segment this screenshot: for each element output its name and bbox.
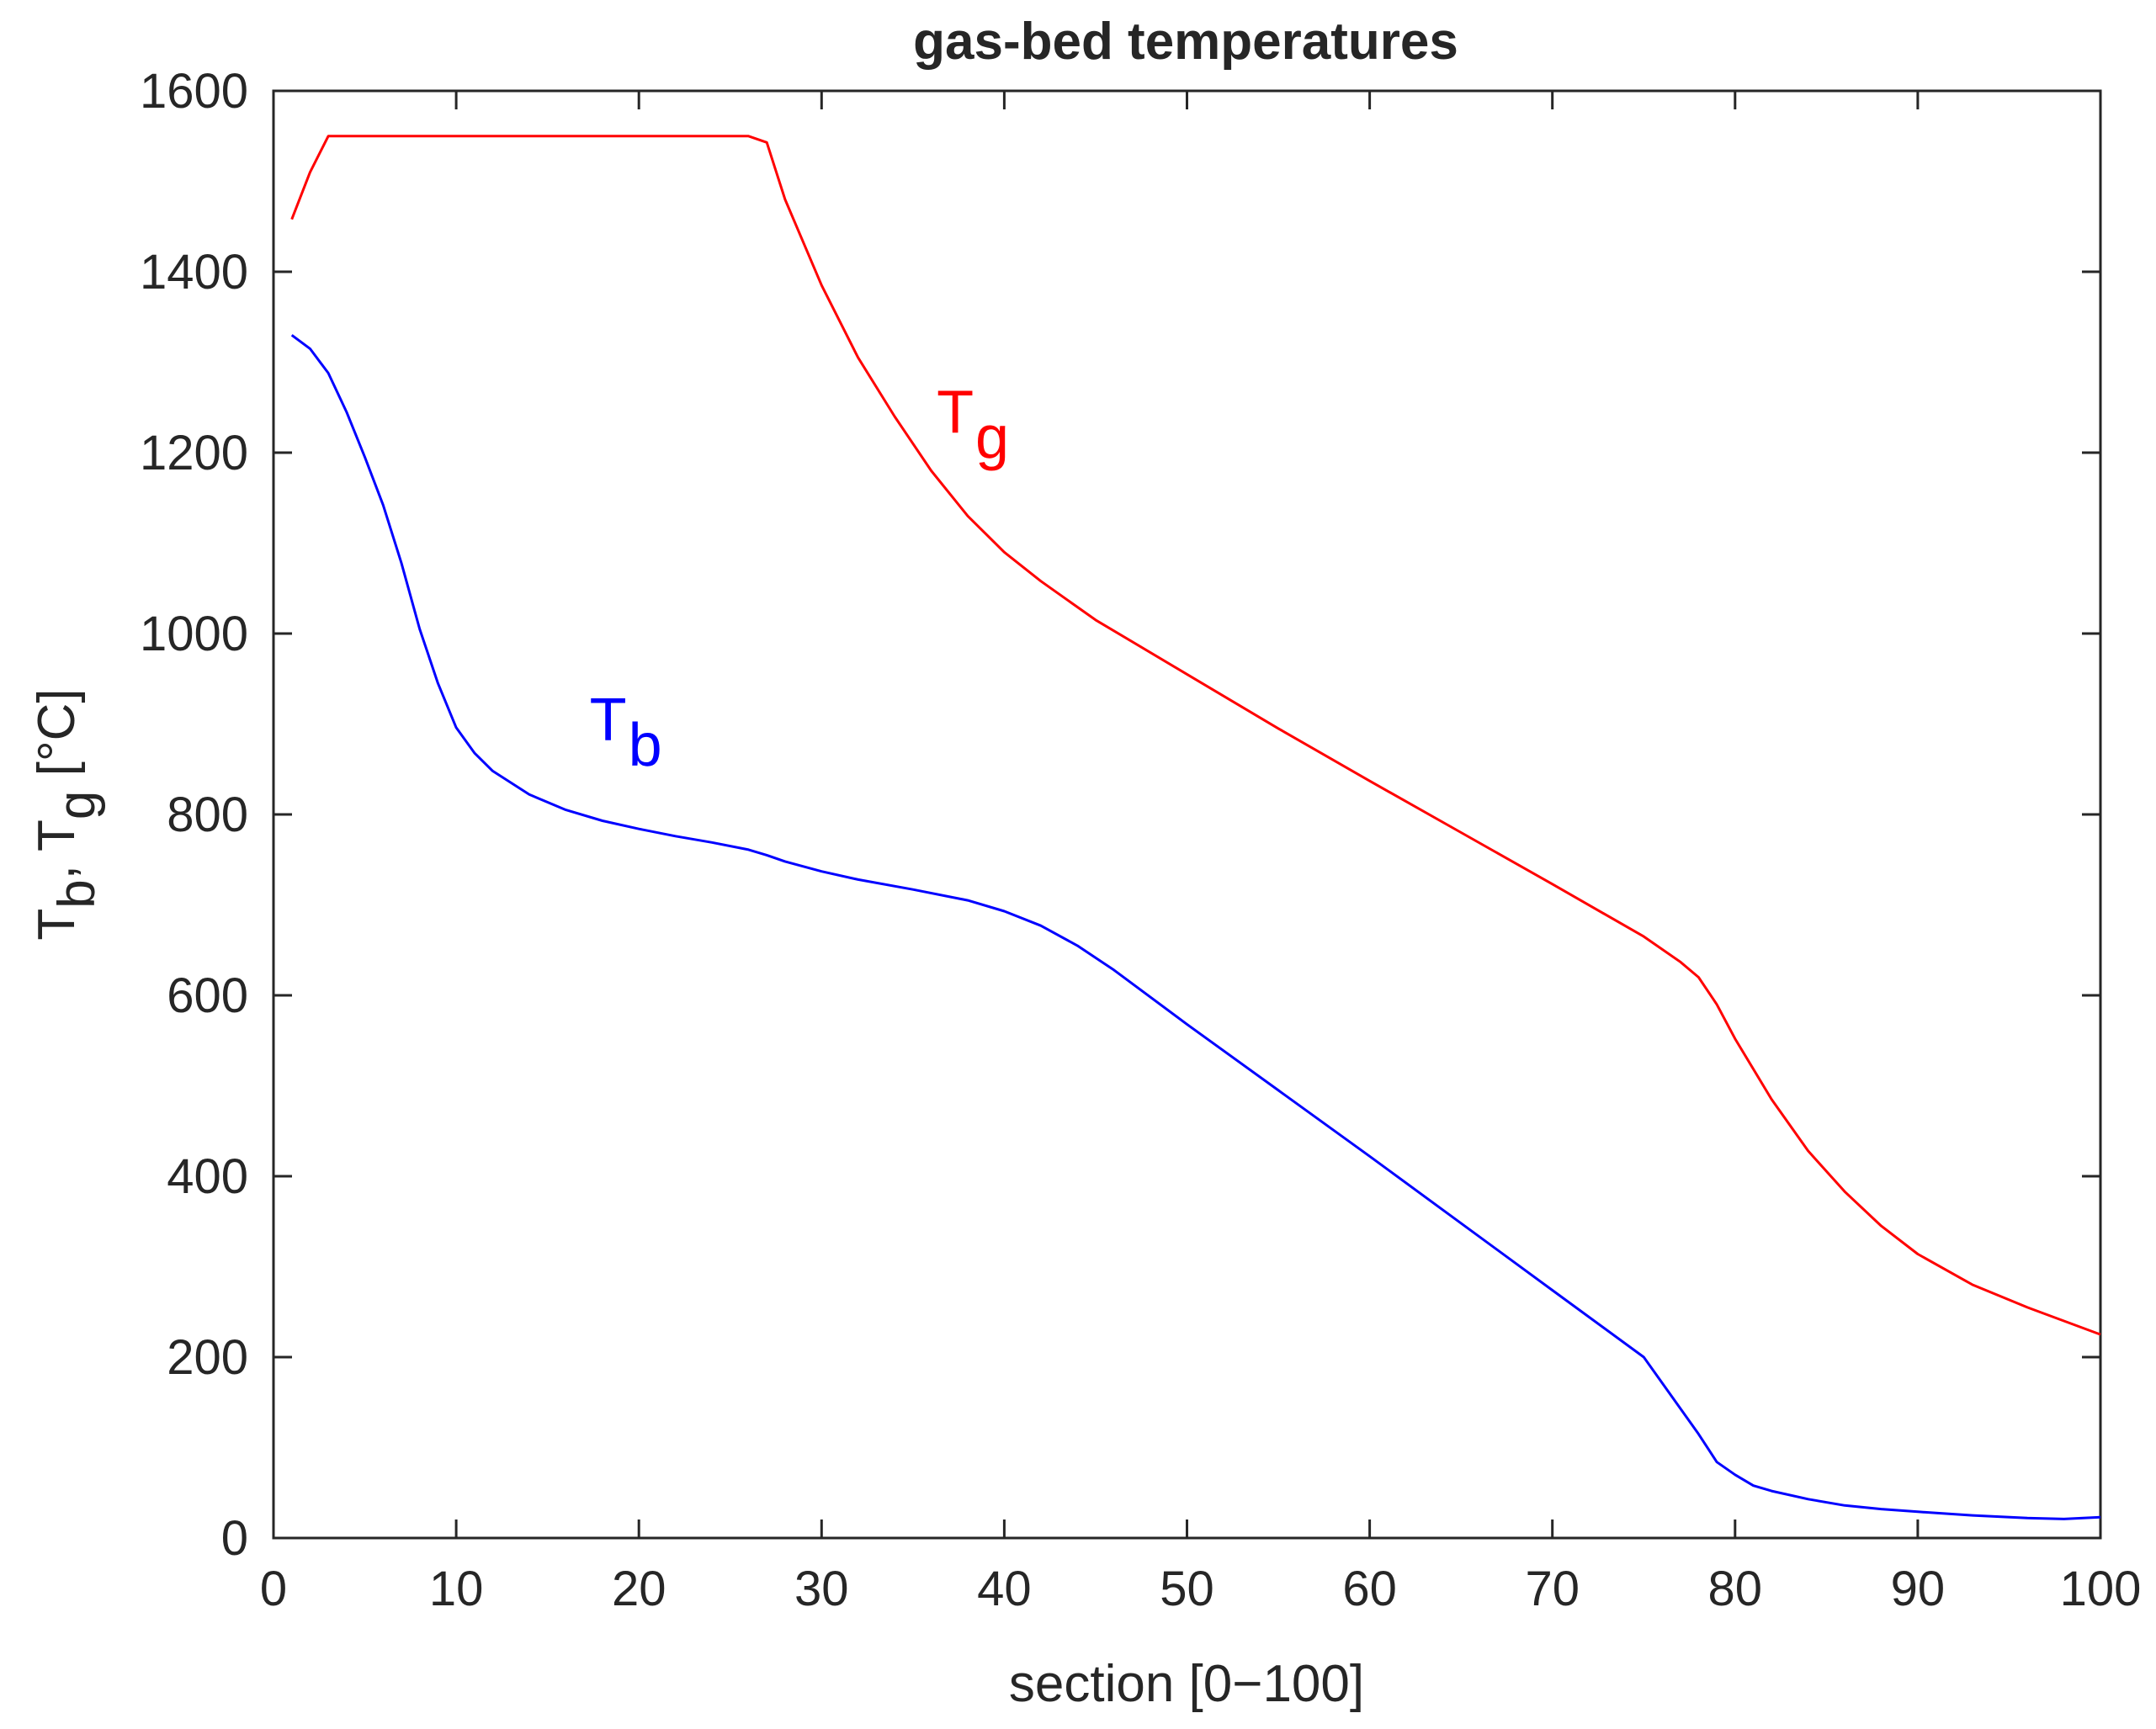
y-tick-label: 1000	[140, 607, 248, 661]
y-tick-label: 600	[167, 968, 248, 1023]
x-tick-label: 90	[1891, 1562, 1946, 1616]
y-tick-label: 400	[167, 1149, 248, 1204]
x-tick-label: 30	[794, 1562, 849, 1616]
x-tick-label: 100	[2060, 1562, 2142, 1616]
x-axis-ticks: 0 10 20 30 40 50 60 70 80 90 100	[260, 91, 2142, 1616]
y-axis-label-part: b	[48, 879, 106, 908]
y-axis-label-part: [°C]	[28, 688, 86, 790]
x-tick-label: 50	[1160, 1562, 1214, 1616]
y-axis-label-part: g	[48, 791, 106, 819]
series-label-main: T	[590, 687, 627, 754]
x-tick-label: 40	[977, 1562, 1032, 1616]
series-label-subscript: g	[975, 404, 1009, 471]
x-tick-label: 70	[1525, 1562, 1580, 1616]
x-tick-label: 80	[1708, 1562, 1763, 1616]
series-line-tg	[290, 135, 2101, 1336]
series-label-subscript: b	[629, 712, 662, 779]
series-label-tg: Tg	[937, 379, 1009, 471]
x-tick-label: 20	[612, 1562, 666, 1616]
y-axis-label-part: T	[28, 909, 86, 941]
x-tick-label: 10	[429, 1562, 484, 1616]
y-tick-label: 800	[167, 788, 248, 842]
x-tick-label: 0	[260, 1562, 287, 1616]
plot-area	[272, 89, 2102, 1540]
y-tick-label: 1600	[140, 64, 248, 119]
y-tick-label: 200	[167, 1330, 248, 1385]
series-lines	[290, 135, 2101, 1520]
y-tick-label: 0	[221, 1511, 248, 1566]
y-tick-label: 1200	[140, 426, 248, 480]
x-tick-label: 60	[1342, 1562, 1397, 1616]
x-axis-label: section [0−100]	[1009, 1655, 1364, 1713]
series-line-tb	[290, 334, 2101, 1520]
chart-title: gas-bed temperatures	[913, 13, 1458, 71]
series-label-main: T	[937, 379, 974, 446]
y-tick-label: 1400	[140, 245, 248, 300]
y-axis-label: Tb, Tg [°C]	[28, 688, 106, 940]
series-label-tb: Tb	[590, 687, 662, 779]
y-axis-ticks: 0 200 400 600 800 1000 1200 1400 1600	[140, 64, 2100, 1566]
y-axis-label-part: , T	[28, 819, 86, 879]
